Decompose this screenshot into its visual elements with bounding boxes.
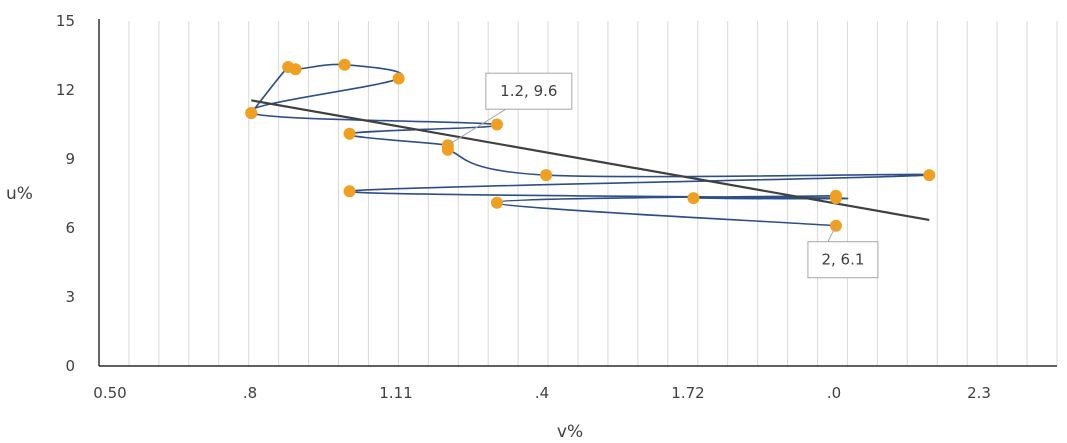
data-point: [490, 196, 503, 209]
data-point: [289, 63, 302, 76]
data-point: [392, 72, 405, 85]
y-tick-label: 9: [65, 150, 75, 168]
trendline-path: [251, 99, 930, 222]
y-tick-label: 15: [56, 12, 75, 30]
callout-label: 1.2, 9.6: [500, 82, 557, 100]
data-point: [343, 127, 356, 140]
y-tick-label: 0: [65, 357, 75, 375]
callout-box: [807, 241, 879, 279]
y-tick-label: 3: [65, 288, 75, 306]
y-tick-labels: 0 3 6 9 12 15: [56, 12, 75, 375]
x-tick-label: .4: [535, 384, 549, 402]
callout-leader: [447, 108, 507, 146]
data-point: [923, 169, 936, 182]
x-tick-labels: 0.50 .8 1.11 .4 1.72 .0 2.3: [93, 384, 991, 402]
y-axis-title: u%: [6, 184, 33, 204]
data-point: [245, 107, 258, 119]
data-point: [441, 143, 454, 156]
x-tick-label: 1.72: [671, 384, 704, 402]
y-tick-label: 6: [65, 219, 75, 237]
series-path: [249, 63, 933, 227]
x-tick-label: 2.3: [967, 384, 991, 402]
data-point: [343, 185, 356, 198]
data-point: [687, 192, 700, 205]
x-tick-label: .0: [827, 384, 841, 402]
trendline: [251, 99, 930, 222]
x-axis-title: v%: [557, 422, 583, 442]
callout-leader: [827, 225, 837, 242]
series-line: [249, 63, 933, 227]
x-tick-label: .8: [243, 384, 257, 402]
x-tick-label: 1.11: [379, 384, 412, 402]
data-point: [540, 169, 553, 182]
y-tick-label: 12: [56, 81, 75, 99]
callout-box: [485, 72, 573, 110]
data-point: [829, 189, 842, 202]
data-point: [338, 58, 351, 71]
data-callouts: 1.2, 9.6 2, 6.1: [447, 72, 879, 279]
data-point: [490, 118, 503, 131]
data-points: [245, 58, 936, 232]
gridlines: [128, 21, 1058, 366]
x-tick-label: 0.50: [93, 384, 126, 402]
axes: [98, 19, 1057, 367]
callout-label: 2, 6.1: [821, 251, 864, 269]
